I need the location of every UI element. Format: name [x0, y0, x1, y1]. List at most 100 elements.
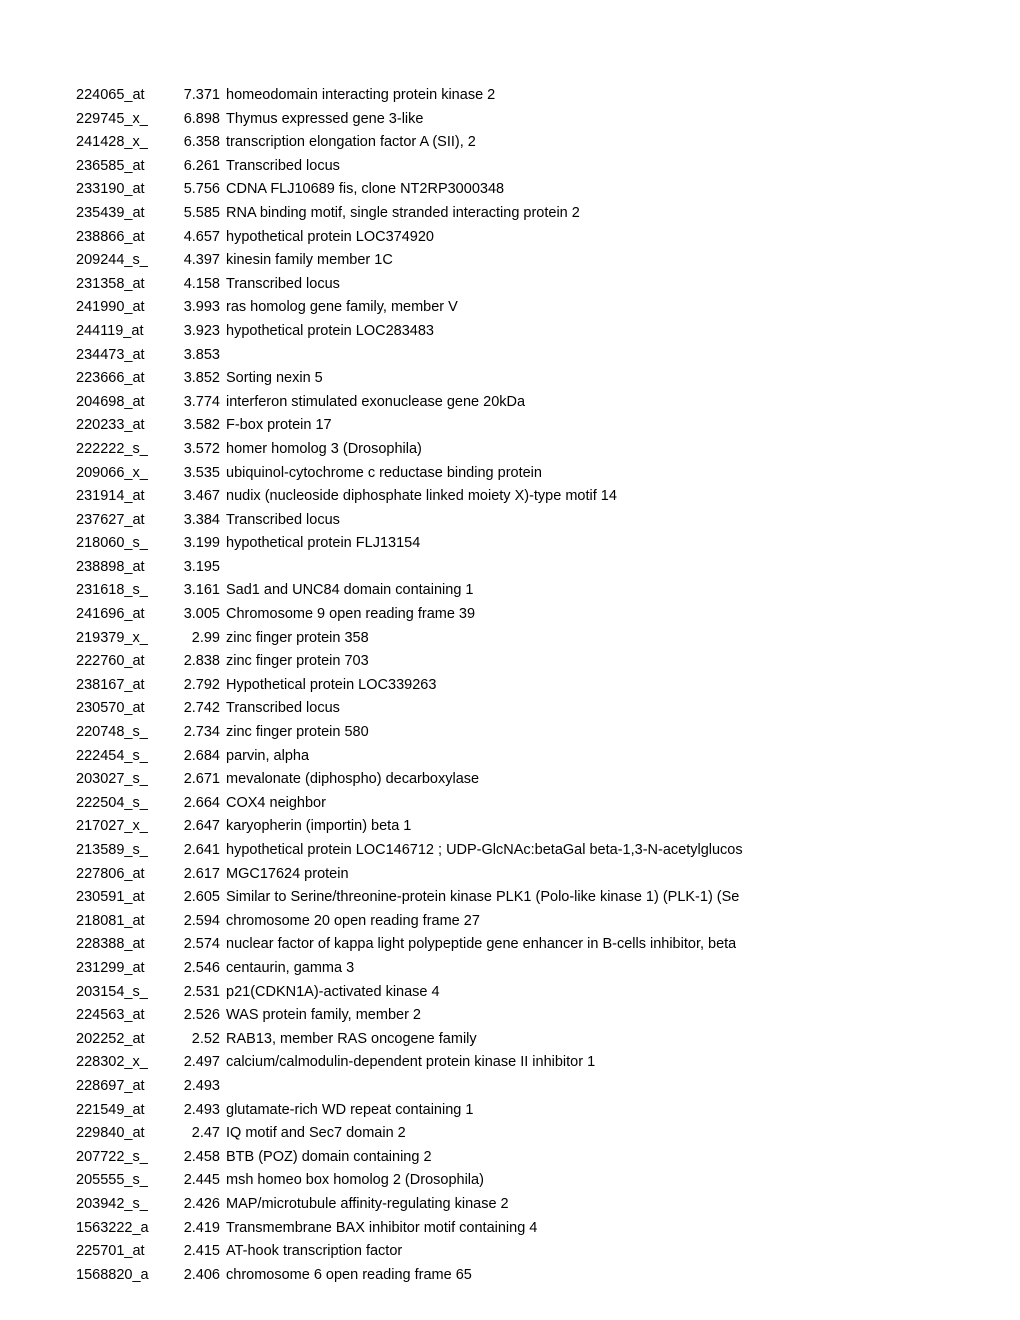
- value: 2.734: [170, 721, 226, 745]
- table-row: 218081_at2.594chromosome 20 open reading…: [76, 910, 1020, 934]
- value: 3.582: [170, 414, 226, 438]
- value: 3.535: [170, 462, 226, 486]
- description: chromosome 6 open reading frame 65: [226, 1264, 472, 1288]
- value: 2.617: [170, 863, 226, 887]
- value: 2.52: [170, 1028, 226, 1052]
- table-row: 241990_at3.993ras homolog gene family, m…: [76, 296, 1020, 320]
- value: 3.199: [170, 532, 226, 556]
- table-row: 244119_at3.923hypothetical protein LOC28…: [76, 320, 1020, 344]
- probe-id: 1568820_a: [76, 1264, 170, 1288]
- description: nuclear factor of kappa light polypeptid…: [226, 933, 736, 957]
- description: p21(CDKN1A)-activated kinase 4: [226, 981, 440, 1005]
- description: calcium/calmodulin-dependent protein kin…: [226, 1051, 595, 1075]
- probe-id: 234473_at: [76, 344, 170, 368]
- probe-id: 203154_s_: [76, 981, 170, 1005]
- description: hypothetical protein LOC374920: [226, 226, 434, 250]
- probe-id: 220233_at: [76, 414, 170, 438]
- probe-id: 228388_at: [76, 933, 170, 957]
- value: 2.574: [170, 933, 226, 957]
- value: 2.664: [170, 792, 226, 816]
- description: Transcribed locus: [226, 155, 340, 179]
- table-row: 202252_at2.52RAB13, member RAS oncogene …: [76, 1028, 1020, 1052]
- description: Thymus expressed gene 3-like: [226, 108, 423, 132]
- table-row: 241696_at3.005Chromosome 9 open reading …: [76, 603, 1020, 627]
- description: WAS protein family, member 2: [226, 1004, 421, 1028]
- table-row: 222504_s_2.664COX4 neighbor: [76, 792, 1020, 816]
- description: Transcribed locus: [226, 509, 340, 533]
- description: interferon stimulated exonuclease gene 2…: [226, 391, 525, 415]
- probe-id: 225701_at: [76, 1240, 170, 1264]
- description: centaurin, gamma 3: [226, 957, 354, 981]
- value: 6.261: [170, 155, 226, 179]
- value: 2.497: [170, 1051, 226, 1075]
- table-row: 222454_s_2.684parvin, alpha: [76, 745, 1020, 769]
- probe-id: 227806_at: [76, 863, 170, 887]
- description: Transcribed locus: [226, 273, 340, 297]
- probe-id: 221549_at: [76, 1099, 170, 1123]
- table-row: 238898_at3.195: [76, 556, 1020, 580]
- table-row: 204698_at3.774interferon stimulated exon…: [76, 391, 1020, 415]
- value: 3.161: [170, 579, 226, 603]
- description: MAP/microtubule affinity-regulating kina…: [226, 1193, 509, 1217]
- table-row: 233190_at5.756CDNA FLJ10689 fis, clone N…: [76, 178, 1020, 202]
- table-row: 219379_x_2.99zinc finger protein 358: [76, 627, 1020, 651]
- description: nudix (nucleoside diphosphate linked moi…: [226, 485, 617, 509]
- table-row: 203154_s_2.531p21(CDKN1A)-activated kina…: [76, 981, 1020, 1005]
- description: zinc finger protein 703: [226, 650, 369, 674]
- value: 3.195: [170, 556, 226, 580]
- description: IQ motif and Sec7 domain 2: [226, 1122, 406, 1146]
- value: 2.415: [170, 1240, 226, 1264]
- probe-id: 236585_at: [76, 155, 170, 179]
- probe-id: 222454_s_: [76, 745, 170, 769]
- probe-id: 224065_at: [76, 84, 170, 108]
- value: 2.406: [170, 1264, 226, 1288]
- probe-id: 217027_x_: [76, 815, 170, 839]
- description: MGC17624 protein: [226, 863, 349, 887]
- table-row: 238866_at4.657hypothetical protein LOC37…: [76, 226, 1020, 250]
- table-row: 205555_s_2.445msh homeo box homolog 2 (D…: [76, 1169, 1020, 1193]
- value: 4.657: [170, 226, 226, 250]
- probe-id: 237627_at: [76, 509, 170, 533]
- probe-id: 209066_x_: [76, 462, 170, 486]
- description: glutamate-rich WD repeat containing 1: [226, 1099, 473, 1123]
- table-row: 222760_at2.838zinc finger protein 703: [76, 650, 1020, 674]
- description: COX4 neighbor: [226, 792, 326, 816]
- value: 2.99: [170, 627, 226, 651]
- probe-id: 203027_s_: [76, 768, 170, 792]
- table-row: 231914_at3.467nudix (nucleoside diphosph…: [76, 485, 1020, 509]
- description: Transmembrane BAX inhibitor motif contai…: [226, 1217, 537, 1241]
- table-row: 227806_at2.617MGC17624 protein: [76, 863, 1020, 887]
- value: 3.852: [170, 367, 226, 391]
- table-row: 241428_x_6.358transcription elongation f…: [76, 131, 1020, 155]
- table-row: 229840_at2.47IQ motif and Sec7 domain 2: [76, 1122, 1020, 1146]
- value: 2.546: [170, 957, 226, 981]
- probe-id: 1563222_a: [76, 1217, 170, 1241]
- probe-id: 228302_x_: [76, 1051, 170, 1075]
- table-row: 209066_x_3.535ubiquinol-cytochrome c red…: [76, 462, 1020, 486]
- description: transcription elongation factor A (SII),…: [226, 131, 476, 155]
- table-row: 223666_at3.852Sorting nexin 5: [76, 367, 1020, 391]
- value: 2.684: [170, 745, 226, 769]
- table-row: 231299_at2.546centaurin, gamma 3: [76, 957, 1020, 981]
- value: 2.493: [170, 1075, 226, 1099]
- value: 3.853: [170, 344, 226, 368]
- table-row: 221549_at2.493glutamate-rich WD repeat c…: [76, 1099, 1020, 1123]
- table-row: 236585_at6.261Transcribed locus: [76, 155, 1020, 179]
- table-row: 237627_at3.384Transcribed locus: [76, 509, 1020, 533]
- table-row: 230570_at2.742Transcribed locus: [76, 697, 1020, 721]
- value: 2.493: [170, 1099, 226, 1123]
- description: RNA binding motif, single stranded inter…: [226, 202, 580, 226]
- value: 2.792: [170, 674, 226, 698]
- probe-id: 222222_s_: [76, 438, 170, 462]
- description: zinc finger protein 580: [226, 721, 369, 745]
- probe-id: 218081_at: [76, 910, 170, 934]
- value: 3.467: [170, 485, 226, 509]
- probe-id: 231358_at: [76, 273, 170, 297]
- probe-id: 238167_at: [76, 674, 170, 698]
- probe-id: 220748_s_: [76, 721, 170, 745]
- probe-id: 231618_s_: [76, 579, 170, 603]
- description: Sorting nexin 5: [226, 367, 323, 391]
- value: 7.371: [170, 84, 226, 108]
- probe-id: 229840_at: [76, 1122, 170, 1146]
- table-row: 203942_s_2.426MAP/microtubule affinity-r…: [76, 1193, 1020, 1217]
